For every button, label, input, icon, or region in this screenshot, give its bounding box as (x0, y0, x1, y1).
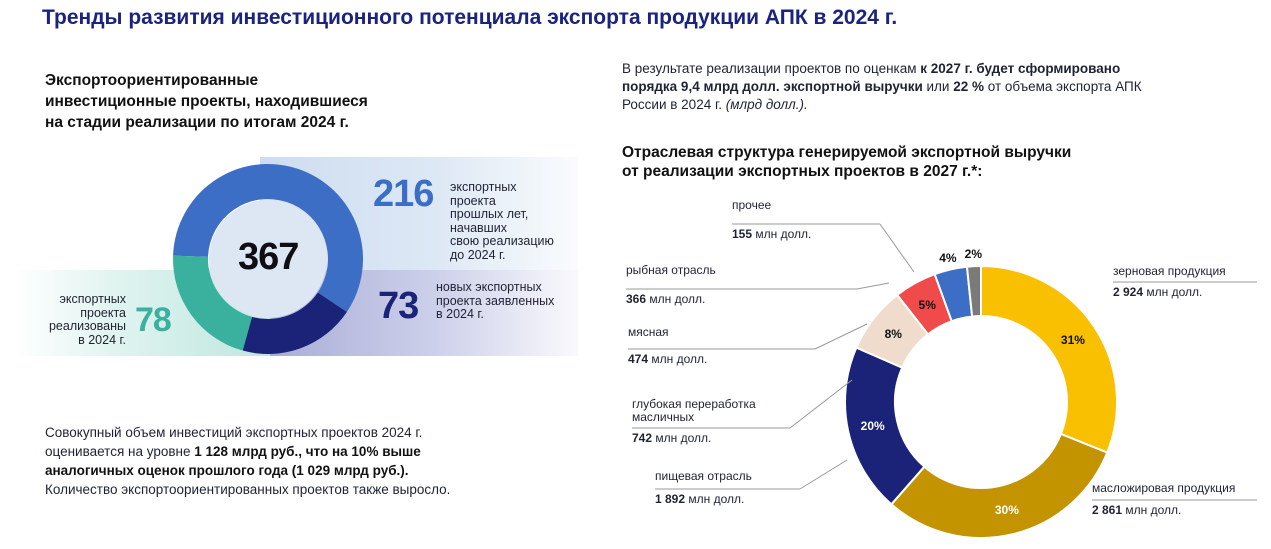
revenue-value: 742 (632, 431, 653, 445)
desc-line: проекта (450, 193, 496, 208)
paragraph-line: оценивается на уровне 1 128 млрд руб., ч… (45, 442, 565, 461)
paragraph-line: Количество экспортоориентированных проек… (45, 480, 565, 499)
paragraph-run: к 2027 г. будет сформировано (920, 61, 1121, 76)
revenue-value-label: 366 млн долл. (626, 292, 705, 306)
chart-heading-line: от реализации экспортных проектов в 2027… (622, 163, 983, 180)
chart-heading-line: Отраслевая структура генерируемой экспор… (622, 144, 1072, 161)
desc-line: до 2024 г. (450, 247, 506, 262)
desc-line: экспортных (450, 180, 517, 194)
revenue-value-label: 2 924 млн долл. (1113, 285, 1202, 299)
desc-line: экспортных (59, 292, 127, 306)
total-367: 367 (238, 236, 299, 278)
leader-line (879, 223, 915, 273)
desc-line: в 2024 г. (436, 307, 484, 321)
revenue-value-label: 1 892 млн долл. (655, 492, 744, 506)
revenue-value-label: 2 861 млн долл. (1092, 503, 1181, 517)
desc-line: проекта (80, 305, 126, 320)
left-heading: Экспортоориентированные инвестиционные п… (45, 70, 368, 133)
revenue-value: 2 861 (1092, 503, 1123, 517)
revenue-unit: млн долл. (652, 431, 712, 445)
paragraph-line: В результате реализации проектов по оцен… (622, 60, 1232, 78)
revenue-percent-label: 30% (995, 503, 1019, 517)
revenue-unit: млн долл. (648, 352, 708, 366)
desc-line: в 2024 г. (78, 332, 126, 347)
paragraph-run: или (922, 79, 954, 94)
revenue-percent-label: 20% (861, 419, 885, 433)
page-title: Тренды развития инвестиционного потенциа… (42, 6, 898, 29)
desc-line: проекта заявленных (436, 293, 555, 308)
value-78: 78 (135, 301, 172, 339)
desc-line: прошлых лет, (450, 207, 529, 221)
revenue-percent-label: 5% (919, 298, 937, 312)
paragraph-run: оценивается на уровне (45, 444, 195, 459)
leader-line (789, 379, 853, 429)
projects-donut-center (209, 200, 327, 318)
desc-73: новых экспортных проекта заявленных в 20… (436, 280, 576, 322)
revenue-value-label: 742 млн долл. (632, 431, 711, 445)
revenue-slice (965, 264, 982, 318)
revenue-category-label: прочее (732, 198, 772, 212)
paragraph-run: порядка 9,4 млрд долл. экспортной выручк… (622, 79, 923, 94)
value-216: 216 (373, 173, 434, 215)
left-heading-line: на стадии реализации по итогам 2024 г. (45, 114, 349, 131)
revenue-value: 2 924 (1113, 285, 1144, 299)
desc-line: начавших (450, 220, 507, 235)
paragraph-line: аналогичных оценок прошлого года (1 029 … (45, 461, 565, 480)
revenue-category-label: глубокая переработка масличных (632, 397, 756, 424)
paragraph-line: России в 2024 г. (млрд долл.). (622, 96, 1232, 114)
leader-line (799, 459, 848, 490)
projects-donut-segment (173, 164, 363, 312)
paragraph-line: порядка 9,4 млрд долл. экспортной выручк… (622, 78, 1232, 96)
revenue-category-label: рыбная отрасль (626, 263, 716, 277)
paragraph-line: Совокупный объем инвестиций экспортных п… (45, 423, 565, 442)
revenue-value: 474 (628, 352, 649, 366)
desc-line: реализованы (48, 319, 126, 333)
revenue-unit: млн долл. (752, 227, 812, 241)
left-heading-line: Экспортоориентированные (45, 72, 259, 89)
revenue-paragraph: В результате реализации проектов по оцен… (622, 60, 1232, 114)
paragraph-run: Совокупный объем инвестиций экспортных п… (45, 425, 423, 440)
revenue-percent-label: 31% (1061, 333, 1085, 347)
projects-donut-segment (242, 292, 347, 355)
value-73: 73 (378, 285, 419, 327)
revenue-category-label: масложировая продукция (1092, 481, 1236, 495)
desc-216: экспортных проекта прошлых лет, начавших… (450, 180, 580, 262)
paragraph-run: от объема экспорта АПК (984, 79, 1142, 94)
leader-line (814, 323, 868, 350)
revenue-value: 155 (732, 227, 753, 241)
revenue-value: 1 892 (655, 492, 686, 506)
leader-line (856, 282, 890, 290)
revenue-slice (980, 264, 1118, 454)
revenue-category-label: пищевая отрасль (655, 469, 752, 483)
paragraph-run: Количество экспортоориентированных проек… (45, 482, 451, 497)
investment-paragraph: Совокупный объем инвестиций экспортных п… (45, 423, 565, 499)
paragraph-run: (млрд долл.). (725, 97, 808, 112)
desc-78: экспортных проекта реализованы в 2024 г. (40, 292, 127, 347)
desc-line: новых экспортных (436, 280, 542, 294)
paragraph-run: 22 % (953, 79, 984, 94)
paragraph-run: аналогичных оценок прошлого года (1 029 … (45, 463, 409, 478)
paragraph-run: В результате реализации проектов по оцен… (622, 61, 921, 76)
desc-line: свою реализацию (450, 234, 554, 248)
revenue-percent-label: 4% (939, 251, 957, 265)
revenue-category-label: зерновая продукция (1113, 264, 1226, 278)
revenue-unit: млн долл. (1122, 503, 1182, 517)
revenue-slice (889, 432, 1109, 539)
revenue-unit: млн долл. (1143, 285, 1203, 299)
revenue-percent-label: 2% (965, 247, 983, 261)
left-heading-line: инвестиционные проекты, находившиеся (45, 93, 368, 110)
revenue-value: 366 (626, 292, 647, 306)
revenue-percent-label: 8% (885, 327, 903, 341)
revenue-value-label: 474 млн долл. (628, 352, 707, 366)
revenue-value-label: 155 млн долл. (732, 227, 811, 241)
paragraph-run: 1 128 млрд руб., что на 10% выше (194, 444, 421, 459)
chart-heading: Отраслевая структура генерируемой экспор… (622, 143, 1182, 181)
revenue-unit: млн долл. (685, 492, 745, 506)
projects-donut-segment (173, 255, 252, 351)
revenue-unit: млн долл. (646, 292, 706, 306)
revenue-category-label: мясная (628, 325, 669, 339)
paragraph-run: России в 2024 г. (622, 97, 726, 112)
